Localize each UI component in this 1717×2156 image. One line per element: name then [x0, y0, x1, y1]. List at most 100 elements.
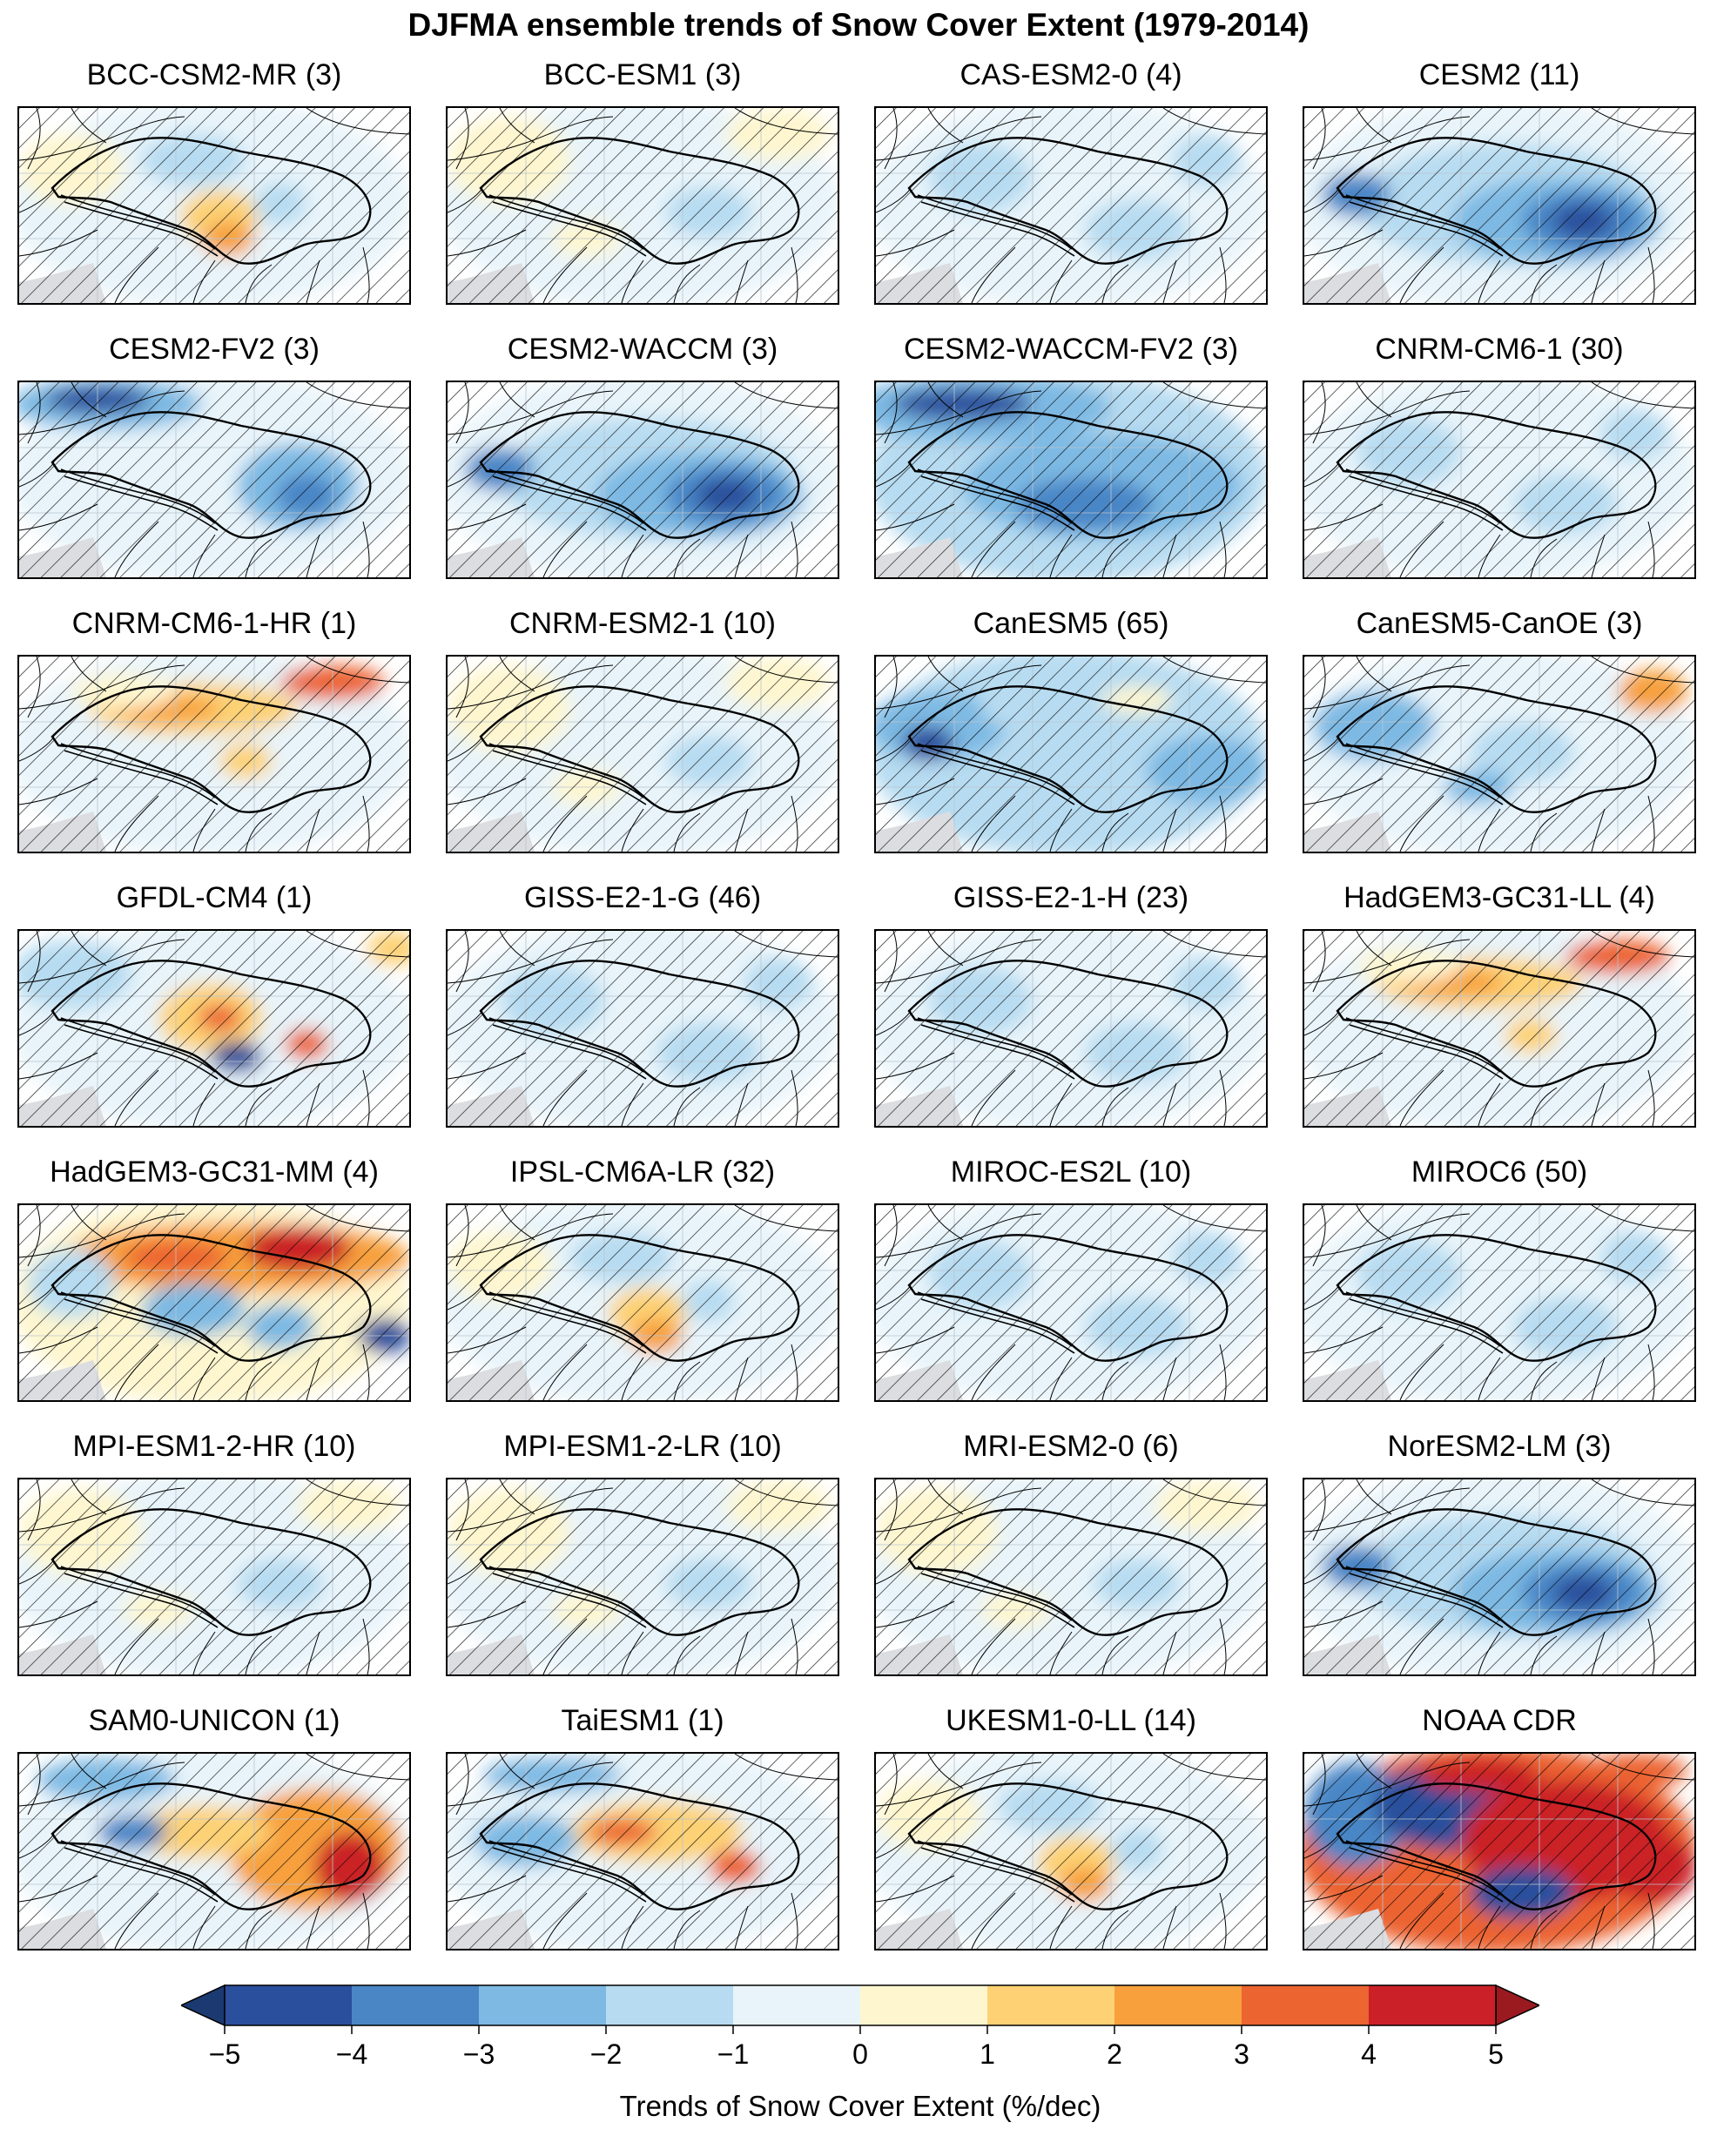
- map-panel: MPI-ESM1-2-HR (10): [17, 1425, 411, 1687]
- country-border: [362, 1618, 370, 1674]
- himalaya-outline: [1345, 1291, 1501, 1347]
- himalaya-outline: [920, 201, 1075, 257]
- country-border: [306, 108, 409, 135]
- country-border: [1162, 1631, 1177, 1674]
- trend-map: [448, 382, 838, 577]
- country-border: [1356, 1479, 1392, 1515]
- country-border: [1399, 795, 1444, 852]
- country-border: [927, 1754, 964, 1789]
- map-frame: [17, 1203, 411, 1402]
- country-border: [734, 534, 749, 577]
- panel-title: UKESM1-0-LL (14): [946, 1704, 1196, 1737]
- country-border: [971, 795, 1016, 852]
- country-border: [19, 1600, 98, 1628]
- himalaya-outline: [488, 1291, 644, 1347]
- country-border: [1162, 1205, 1266, 1232]
- himalaya-outline: [1345, 1840, 1501, 1896]
- country-border: [1312, 382, 1326, 444]
- country-border: [499, 1754, 535, 1789]
- trend-map: [19, 931, 409, 1126]
- country-border: [673, 1361, 701, 1400]
- tibetan-plateau-outline: [1336, 137, 1657, 265]
- country-border: [971, 1344, 1016, 1400]
- map-panel: CESM2-FV2 (3): [17, 328, 411, 590]
- trend-map: [19, 1479, 409, 1674]
- country-border: [1399, 1069, 1444, 1126]
- country-border: [1591, 1082, 1606, 1126]
- country-border: [306, 1357, 320, 1400]
- tibetan-plateau-outline: [50, 1234, 372, 1362]
- tibetan-plateau-outline: [907, 1234, 1229, 1362]
- country-border: [1162, 534, 1177, 577]
- country-border: [971, 1892, 1016, 1949]
- country-border: [1478, 1082, 1501, 1126]
- trend-map: [448, 1205, 838, 1400]
- himalaya-outline: [1349, 1024, 1504, 1080]
- country-border: [114, 521, 159, 577]
- country-border: [1162, 1754, 1266, 1781]
- panel-title: CAS-ESM2-0 (4): [960, 58, 1182, 91]
- map-panel: CanESM5 (65): [874, 603, 1268, 864]
- country-border: [1647, 1618, 1655, 1674]
- map-panel: CESM2-WACCM (3): [446, 328, 839, 590]
- country-border: [192, 1631, 216, 1674]
- country-border: [1591, 382, 1694, 409]
- country-border: [499, 1205, 535, 1241]
- country-border: [1478, 1357, 1501, 1400]
- country-border: [19, 939, 185, 984]
- himalaya-outline: [60, 1840, 216, 1896]
- country-border: [884, 1479, 898, 1541]
- country-border: [1478, 1631, 1501, 1674]
- country-border: [71, 931, 107, 967]
- himalaya-outline: [920, 1024, 1075, 1080]
- panel-title: BCC-CSM2-MR (3): [86, 58, 342, 91]
- tibetan-plateau-outline: [907, 411, 1229, 539]
- country-border: [1049, 534, 1073, 577]
- country-border: [1304, 1600, 1384, 1628]
- country-border: [192, 808, 216, 852]
- trend-map: [1304, 657, 1694, 852]
- country-border: [876, 1487, 1042, 1533]
- country-border: [455, 382, 469, 444]
- colorbar: −5 −4 −3 −2 −1 0 1 2 3 4 5 Trends of Snow Cover Ex…: [181, 1982, 1539, 2156]
- map-frame: [17, 1478, 411, 1676]
- himalaya-outline: [920, 1847, 1075, 1903]
- significance-hatching: [876, 382, 1266, 577]
- country-border: [876, 1326, 955, 1354]
- country-border: [19, 390, 185, 435]
- map-panel: CanESM5-CanOE (3): [1303, 603, 1696, 864]
- country-border: [1478, 534, 1501, 577]
- tibetan-plateau-outline: [907, 1782, 1229, 1910]
- country-border: [27, 108, 41, 170]
- country-border: [1312, 1754, 1326, 1816]
- colorbar-bin: [1114, 1985, 1242, 2025]
- country-border: [1101, 1910, 1129, 1949]
- panel-title: HadGEM3-GC31-LL (4): [1343, 881, 1655, 914]
- country-border: [734, 1205, 838, 1232]
- country-border: [448, 1487, 614, 1533]
- colorbar-bin: [987, 1985, 1114, 2025]
- country-border: [362, 246, 370, 303]
- map-frame: [1303, 929, 1696, 1128]
- tibetan-plateau-outline: [479, 1508, 800, 1636]
- country-border: [71, 108, 107, 144]
- country-border: [621, 1905, 644, 1949]
- country-border: [306, 1205, 409, 1232]
- trend-map: [1304, 1754, 1694, 1949]
- country-border: [192, 1082, 216, 1126]
- country-border: [1312, 1205, 1326, 1267]
- panel-title: MIROC6 (50): [1411, 1155, 1588, 1189]
- tibetan-plateau-outline: [479, 137, 800, 265]
- country-border: [245, 538, 273, 577]
- panel-title: BCC-ESM1 (3): [543, 58, 742, 91]
- himalaya-outline: [1345, 468, 1501, 524]
- himalaya-outline: [917, 1840, 1073, 1896]
- himalaya-outline: [492, 1573, 647, 1628]
- country-border: [621, 808, 644, 852]
- country-border: [27, 382, 41, 444]
- country-border: [621, 534, 644, 577]
- tibetan-plateau-outline: [1336, 685, 1657, 813]
- country-border: [1101, 1635, 1129, 1674]
- tibetan-plateau-outline: [479, 685, 800, 813]
- country-border: [1304, 1875, 1384, 1903]
